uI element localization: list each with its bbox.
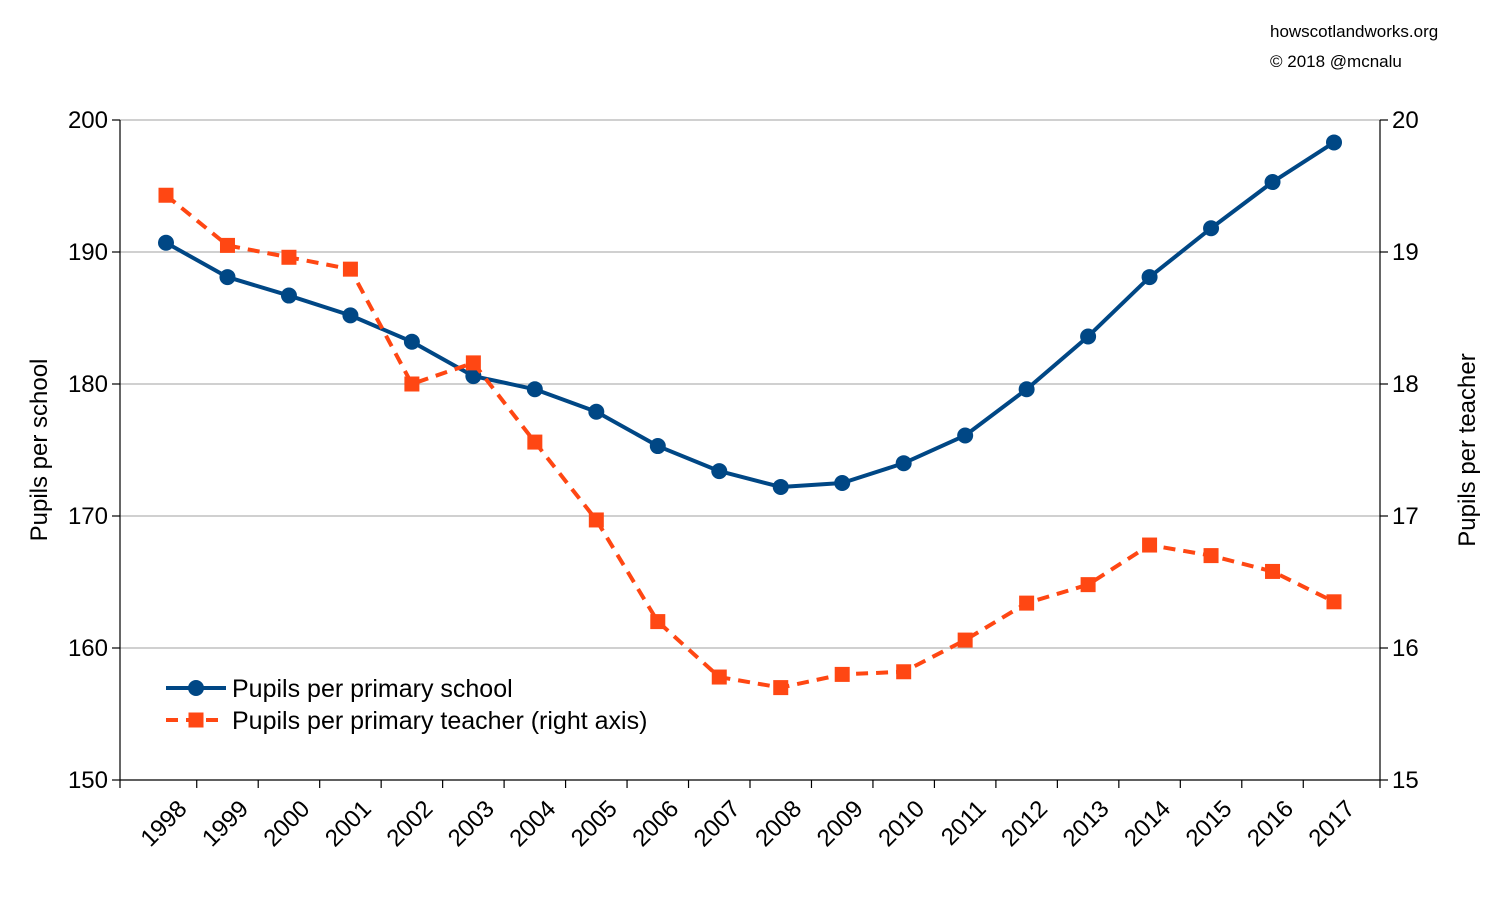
data-point (342, 307, 359, 324)
data-point (1326, 594, 1342, 610)
x-tick-label: 2006 (627, 795, 684, 852)
data-point (834, 666, 850, 682)
legend: Pupils per primary school Pupils per prim… (166, 675, 647, 735)
data-point (158, 234, 174, 251)
legend-swatch-marker (188, 680, 204, 696)
x-tick-label: 1999 (197, 795, 254, 852)
right-tick-label: 15 (1392, 767, 1419, 794)
data-point (1142, 537, 1158, 553)
left-tick-label: 150 (68, 767, 108, 794)
series-1-line (165, 140, 1336, 489)
data-point (158, 187, 174, 203)
data-point (1203, 548, 1219, 564)
right-tick-label: 20 (1392, 107, 1419, 134)
x-tick-label: 2013 (1058, 795, 1115, 852)
data-point (219, 237, 235, 253)
data-point (281, 249, 297, 265)
data-point (1264, 174, 1281, 191)
y-axis-label-left: Pupils per school (26, 359, 53, 542)
data-point (527, 434, 543, 450)
data-point (588, 403, 605, 420)
legend-item-1: Pupils per primary school (166, 675, 513, 703)
series-1 (158, 134, 1342, 495)
data-point (834, 475, 851, 491)
credit-website: howscotlandworks.org (1270, 22, 1439, 41)
x-tick-label: 2009 (812, 795, 869, 852)
credit-copyright: © 2018 @mcnalu (1270, 52, 1402, 71)
left-axis-ticks: 150 160 170 180 190 200 (68, 107, 120, 794)
data-point (1080, 577, 1096, 593)
x-tick-label: 2016 (1242, 795, 1299, 852)
right-tick-label: 19 (1392, 239, 1419, 266)
data-point (957, 632, 973, 648)
legend-label: Pupils per primary school (232, 675, 513, 703)
data-point (772, 478, 789, 495)
x-tick-label: 2011 (936, 795, 992, 851)
data-point (1080, 328, 1097, 345)
right-tick-label: 18 (1392, 371, 1419, 398)
right-tick-label: 17 (1392, 503, 1419, 530)
left-tick-label: 200 (68, 107, 108, 134)
x-tick-label: 2005 (566, 795, 623, 852)
x-tick-label: 2007 (689, 795, 746, 852)
x-tick-label: 2004 (504, 795, 561, 852)
legend-swatch-marker (188, 712, 204, 728)
x-tick-label: 2017 (1304, 795, 1361, 852)
data-point (219, 269, 236, 286)
data-point (773, 680, 789, 696)
left-tick-label: 190 (68, 239, 108, 266)
data-point (711, 463, 728, 480)
data-point (1019, 595, 1035, 611)
right-tick-label: 16 (1392, 635, 1419, 662)
data-point (1265, 563, 1281, 579)
data-point (649, 438, 666, 455)
data-point (526, 381, 543, 398)
x-tick-label: 2002 (381, 795, 438, 852)
data-point (403, 333, 420, 350)
data-point (1203, 220, 1220, 237)
data-point (588, 512, 604, 528)
data-point (650, 614, 666, 630)
x-axis-ticks: 1998 1999 2000 2001 2002 2003 2004 2005 2006 2007… (119, 780, 1381, 852)
data-point (465, 368, 482, 385)
right-axis-ticks: 15 16 17 18 19 20 (1380, 107, 1419, 794)
x-tick-label: 2012 (996, 795, 1053, 852)
legend-label: Pupils per primary teacher (right axis) (232, 707, 647, 735)
data-point (895, 455, 912, 472)
x-tick-label: 2000 (259, 795, 316, 852)
x-tick-label: 2014 (1119, 795, 1176, 852)
data-point (1018, 381, 1035, 398)
data-point (1141, 269, 1158, 286)
series-2 (158, 187, 1342, 696)
left-tick-label: 180 (68, 371, 108, 398)
y-axis-label-right: Pupils per teacher (1454, 353, 1481, 546)
x-tick-label: 2015 (1181, 795, 1238, 852)
data-point (342, 261, 358, 277)
data-point (280, 287, 297, 304)
data-point (711, 669, 727, 685)
x-tick-label: 1998 (136, 795, 193, 852)
series-2-line (164, 193, 1335, 690)
data-point (957, 427, 974, 444)
gridlines (120, 119, 1380, 649)
legend-item-2: Pupils per primary teacher (right axis) (166, 707, 647, 735)
data-point (1326, 134, 1342, 151)
data-point (404, 376, 420, 392)
x-tick-label: 2008 (750, 795, 807, 852)
series-layer (158, 134, 1342, 696)
left-tick-label: 170 (68, 503, 108, 530)
x-tick-label: 2003 (443, 795, 500, 852)
data-point (896, 664, 912, 680)
x-tick-label: 2010 (873, 795, 930, 852)
left-tick-label: 160 (68, 635, 108, 662)
data-point (465, 355, 481, 371)
x-tick-label: 2001 (320, 795, 377, 852)
